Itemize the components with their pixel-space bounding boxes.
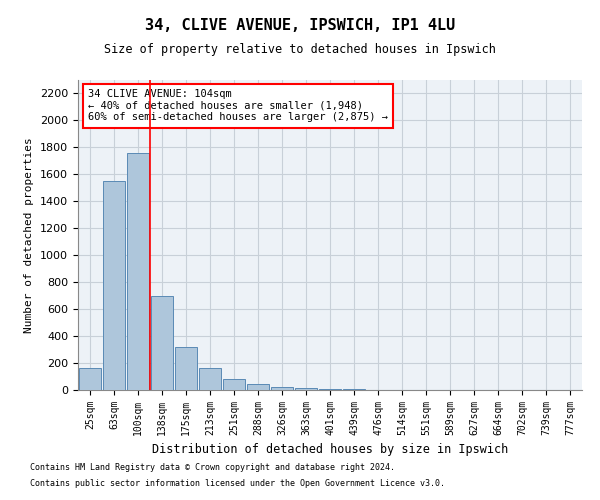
Bar xyxy=(127,153,149,390)
Bar xyxy=(223,379,245,390)
Bar xyxy=(295,388,317,390)
Bar xyxy=(247,384,269,390)
Text: Contains public sector information licensed under the Open Government Licence v3: Contains public sector information licen… xyxy=(30,478,445,488)
Text: Contains HM Land Registry data © Crown copyright and database right 2024.: Contains HM Land Registry data © Crown c… xyxy=(30,464,395,472)
Text: 34, CLIVE AVENUE, IPSWICH, IP1 4LU: 34, CLIVE AVENUE, IPSWICH, IP1 4LU xyxy=(145,18,455,32)
Bar xyxy=(175,347,197,390)
Bar xyxy=(151,296,173,390)
Text: 34 CLIVE AVENUE: 104sqm
← 40% of detached houses are smaller (1,948)
60% of semi: 34 CLIVE AVENUE: 104sqm ← 40% of detache… xyxy=(88,90,388,122)
Bar xyxy=(319,389,341,390)
Bar xyxy=(103,182,125,390)
Bar xyxy=(271,386,293,390)
Bar xyxy=(199,368,221,390)
Bar xyxy=(79,368,101,390)
X-axis label: Distribution of detached houses by size in Ipswich: Distribution of detached houses by size … xyxy=(152,444,508,456)
Y-axis label: Number of detached properties: Number of detached properties xyxy=(25,137,34,333)
Text: Size of property relative to detached houses in Ipswich: Size of property relative to detached ho… xyxy=(104,42,496,56)
